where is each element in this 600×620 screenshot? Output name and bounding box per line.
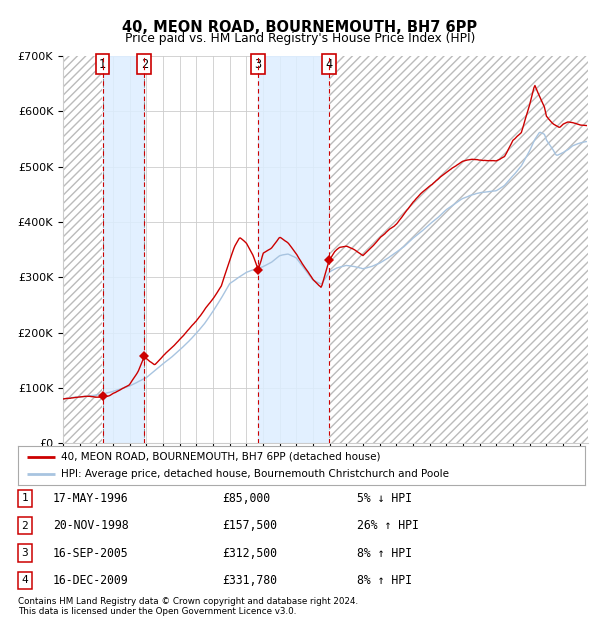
Text: HPI: Average price, detached house, Bournemouth Christchurch and Poole: HPI: Average price, detached house, Bour… [61, 469, 449, 479]
Text: 4: 4 [325, 58, 332, 71]
Text: 26% ↑ HPI: 26% ↑ HPI [357, 520, 419, 532]
Text: 16-DEC-2009: 16-DEC-2009 [53, 574, 128, 587]
Text: 4: 4 [22, 575, 28, 585]
Text: £157,500: £157,500 [222, 520, 277, 532]
Text: Contains HM Land Registry data © Crown copyright and database right 2024.: Contains HM Land Registry data © Crown c… [18, 597, 358, 606]
Text: 1: 1 [22, 494, 28, 503]
Text: £312,500: £312,500 [222, 547, 277, 559]
Text: 1: 1 [99, 58, 106, 71]
Bar [258, 56, 329, 443]
Bar [329, 56, 588, 443]
Text: £85,000: £85,000 [222, 492, 270, 505]
Bar [103, 56, 145, 443]
Text: 8% ↑ HPI: 8% ↑ HPI [357, 547, 412, 559]
Text: 40, MEON ROAD, BOURNEMOUTH, BH7 6PP (detached house): 40, MEON ROAD, BOURNEMOUTH, BH7 6PP (det… [61, 452, 380, 462]
Text: 3: 3 [22, 548, 28, 558]
Text: 5% ↓ HPI: 5% ↓ HPI [357, 492, 412, 505]
Text: 2: 2 [141, 58, 148, 71]
Text: £331,780: £331,780 [222, 574, 277, 587]
Bar [63, 56, 103, 443]
Text: 40, MEON ROAD, BOURNEMOUTH, BH7 6PP: 40, MEON ROAD, BOURNEMOUTH, BH7 6PP [122, 20, 478, 35]
Text: 20-NOV-1998: 20-NOV-1998 [53, 520, 128, 532]
Text: 8% ↑ HPI: 8% ↑ HPI [357, 574, 412, 587]
Text: 17-MAY-1996: 17-MAY-1996 [53, 492, 128, 505]
Text: Price paid vs. HM Land Registry's House Price Index (HPI): Price paid vs. HM Land Registry's House … [125, 32, 475, 45]
Text: 2: 2 [22, 521, 28, 531]
Text: This data is licensed under the Open Government Licence v3.0.: This data is licensed under the Open Gov… [18, 607, 296, 616]
Text: 3: 3 [254, 58, 262, 71]
Text: 16-SEP-2005: 16-SEP-2005 [53, 547, 128, 559]
